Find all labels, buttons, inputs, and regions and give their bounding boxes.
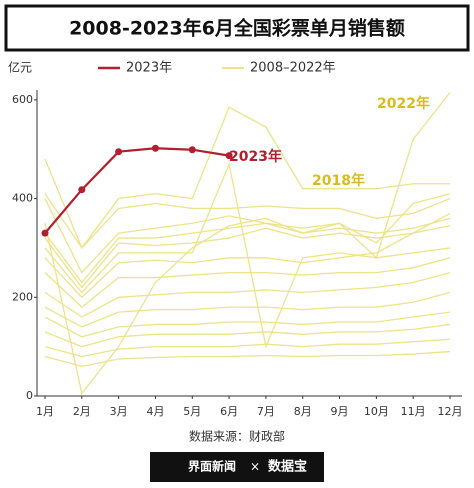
x-tick-label: 8月 bbox=[294, 405, 312, 418]
history-line bbox=[44, 212, 451, 299]
footer-brand: 界面新闻 bbox=[188, 459, 236, 474]
title-box bbox=[4, 4, 470, 52]
footer-brand: 数据宝 bbox=[268, 459, 307, 475]
x-tick-label: 5月 bbox=[183, 405, 201, 418]
history-line bbox=[44, 193, 451, 396]
x-tick-label: 7月 bbox=[257, 405, 275, 418]
chart-title: 2008-2023年6月全国彩票单月销售额 bbox=[69, 17, 405, 40]
point bbox=[78, 186, 86, 194]
y-tick-label: 400 bbox=[12, 192, 33, 205]
history-line bbox=[44, 257, 451, 309]
point bbox=[188, 146, 196, 154]
x-tick-label: 6月 bbox=[220, 405, 238, 418]
x-tick-label: 11月 bbox=[401, 405, 426, 418]
point bbox=[115, 148, 123, 156]
legend-label: 2023年 bbox=[126, 61, 172, 76]
x-tick-label: 1月 bbox=[36, 405, 54, 418]
point bbox=[151, 144, 159, 152]
history-line bbox=[44, 291, 451, 328]
y-tick-label: 600 bbox=[12, 93, 33, 106]
source: 数据来源：财政部 bbox=[189, 429, 285, 444]
x-tick-label: 9月 bbox=[331, 405, 349, 418]
history-line bbox=[44, 311, 451, 338]
history-line bbox=[44, 271, 451, 318]
unit-label: 亿元 bbox=[8, 60, 32, 75]
x-tick-label: 3月 bbox=[110, 405, 128, 418]
line-2023 bbox=[44, 147, 230, 234]
x-tick-label: 10月 bbox=[364, 405, 389, 418]
point bbox=[225, 152, 233, 160]
annotation: 2018年 bbox=[312, 172, 365, 189]
annotation: 2022年 bbox=[377, 95, 430, 112]
footer-sep: × bbox=[250, 460, 260, 474]
history-line bbox=[44, 338, 451, 358]
history-line bbox=[44, 92, 451, 274]
x-tick-label: 4月 bbox=[146, 405, 164, 418]
history-line bbox=[44, 217, 451, 284]
history-line bbox=[44, 106, 450, 250]
x-tick-label: 12月 bbox=[438, 405, 463, 418]
legend-label: 2008–2022年 bbox=[250, 61, 336, 76]
annotation: 2023年 bbox=[229, 148, 282, 165]
footer-bar bbox=[150, 452, 324, 482]
y-tick-label: 0 bbox=[26, 389, 33, 402]
history-line bbox=[44, 350, 451, 368]
point bbox=[41, 229, 49, 237]
history-line bbox=[44, 323, 451, 348]
y-tick-label: 200 bbox=[12, 290, 33, 303]
history-line bbox=[44, 161, 451, 349]
history-line bbox=[44, 225, 451, 289]
history-line bbox=[44, 158, 451, 250]
x-tick-label: 2月 bbox=[73, 405, 91, 418]
